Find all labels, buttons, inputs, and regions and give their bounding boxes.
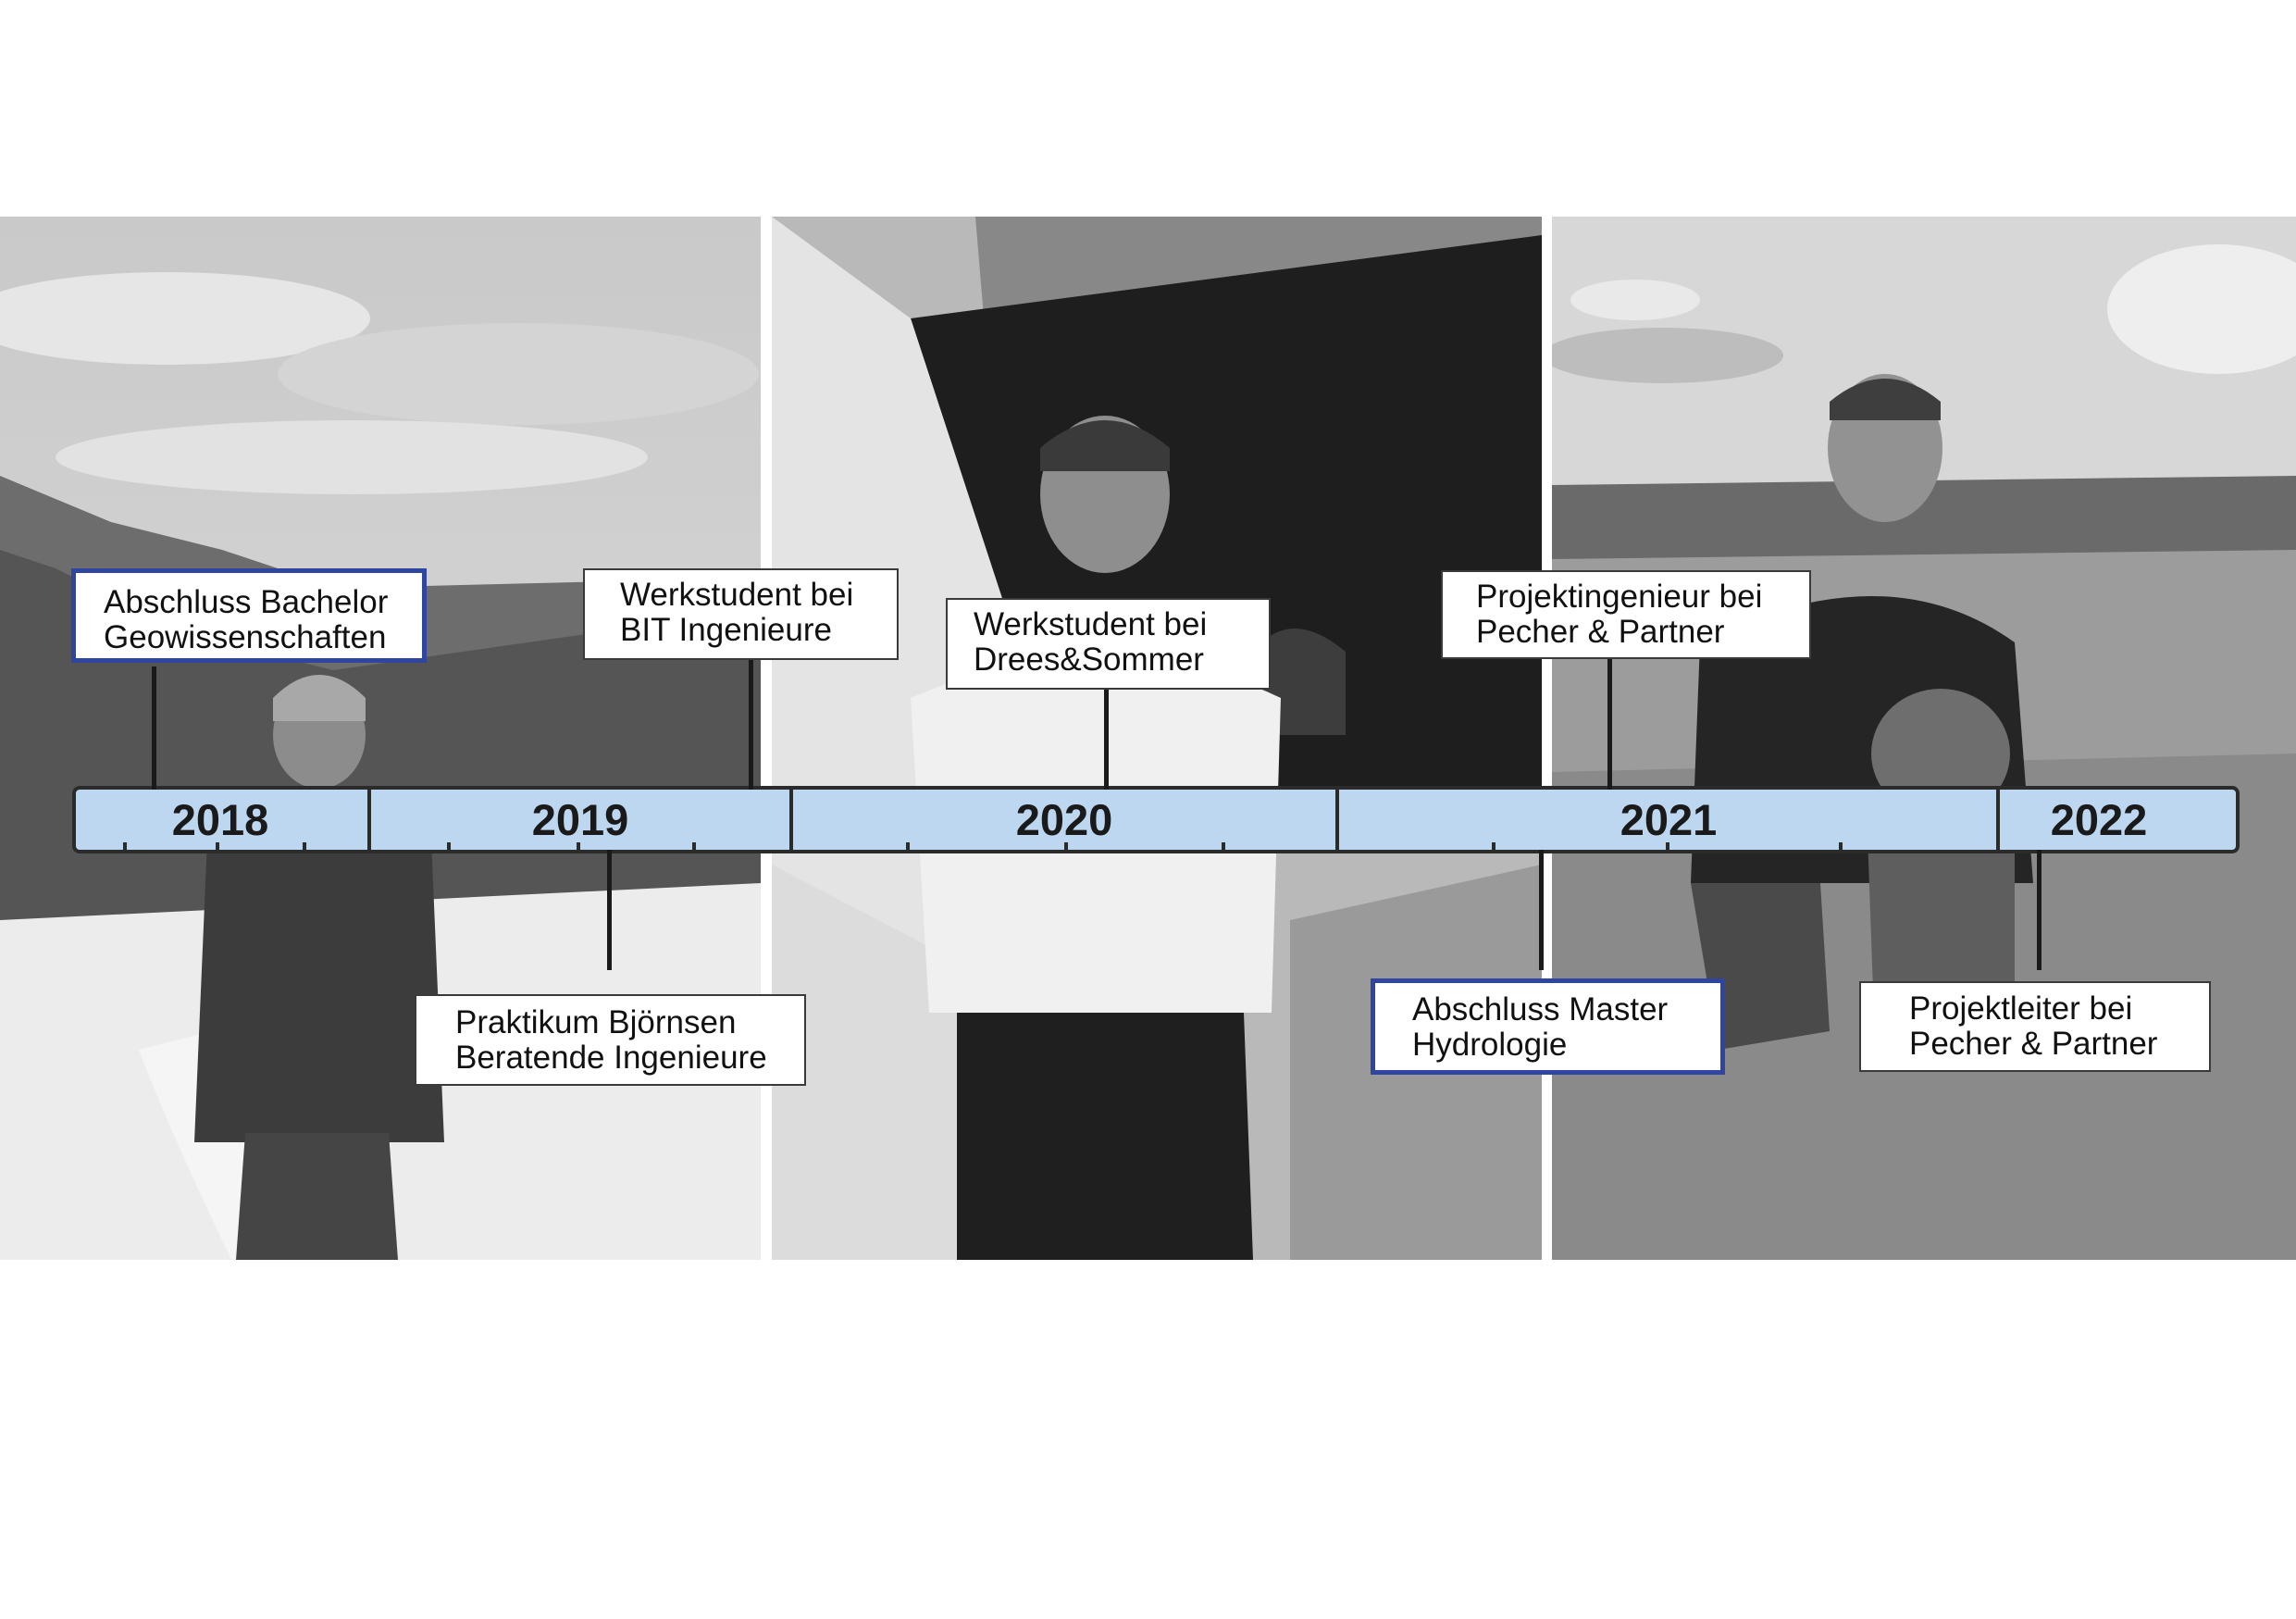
event-line2: Beratende Ingenieure	[455, 1040, 767, 1076]
year-separator	[1335, 786, 1339, 853]
year-label-2021: 2021	[1620, 795, 1718, 844]
connector-bachelor	[152, 666, 156, 790]
event-abschluss-master: Abschluss Master Hydrologie	[1371, 978, 1725, 1075]
connector-bit	[749, 657, 753, 790]
event-werkstudent-drees: Werkstudent bei Drees&Sommer	[946, 598, 1271, 690]
photo-indoor-window	[772, 217, 1542, 1260]
timeline-tick	[1064, 842, 1068, 853]
event-line1: Werkstudent bei	[620, 577, 854, 613]
event-line2: BIT Ingenieure	[620, 612, 832, 648]
event-abschluss-bachelor: Abschluss Bachelor Geowissenschaften	[71, 568, 427, 663]
event-line2: Pecher & Partner	[1476, 614, 1725, 650]
timeline-tick	[1492, 842, 1496, 853]
connector-pecher-lead	[2037, 850, 2042, 970]
timeline-tick	[216, 842, 219, 853]
year-separator	[367, 786, 371, 853]
event-projektleiter-pecher: Projektleiter bei Pecher & Partner	[1859, 981, 2211, 1072]
event-projektingenieur-pecher: Projektingenieur bei Pecher & Partner	[1441, 570, 1811, 659]
event-line1: Projektingenieur bei	[1476, 579, 1763, 615]
year-label-2018: 2018	[171, 795, 269, 844]
year-separator	[789, 786, 793, 853]
event-line2: Pecher & Partner	[1909, 1026, 2158, 1062]
photo-meadow-dog	[1552, 217, 2296, 1260]
timeline-tick	[692, 842, 696, 853]
timeline-tick	[577, 842, 580, 853]
photo-winter-landscape	[0, 217, 761, 1260]
event-line1: Abschluss Bachelor	[104, 584, 389, 620]
timeline-tick	[447, 842, 451, 853]
event-line2: Hydrologie	[1412, 1027, 1568, 1063]
timeline-tick	[123, 842, 127, 853]
event-praktikum-bjoernsen: Praktikum Björnsen Beratende Ingenieure	[415, 994, 806, 1086]
timeline-tick	[1222, 842, 1225, 853]
timeline-tick	[906, 842, 910, 853]
year-label-2022: 2022	[2050, 795, 2148, 844]
year-label-2019: 2019	[531, 795, 629, 844]
year-separator	[1996, 786, 2000, 853]
timeline-tick	[1839, 842, 1843, 853]
connector-pecher-engineer	[1607, 657, 1612, 790]
event-werkstudent-bit: Werkstudent bei BIT Ingenieure	[583, 568, 899, 660]
year-label-2020: 2020	[1015, 795, 1113, 844]
connector-bjoernsen	[607, 850, 612, 970]
event-line1: Abschluss Master	[1412, 991, 1669, 1027]
event-line1: Praktikum Björnsen	[455, 1004, 737, 1040]
connector-drees	[1104, 688, 1109, 790]
timeline-tick	[303, 842, 306, 853]
event-line1: Projektleiter bei	[1909, 990, 2133, 1027]
event-line2: Geowissenschaften	[104, 619, 387, 655]
timeline-tick	[1666, 842, 1669, 853]
event-line1: Werkstudent bei	[974, 606, 1208, 642]
timeline-bar	[72, 786, 2240, 853]
event-line2: Drees&Sommer	[974, 641, 1204, 678]
connector-master	[1539, 850, 1544, 970]
